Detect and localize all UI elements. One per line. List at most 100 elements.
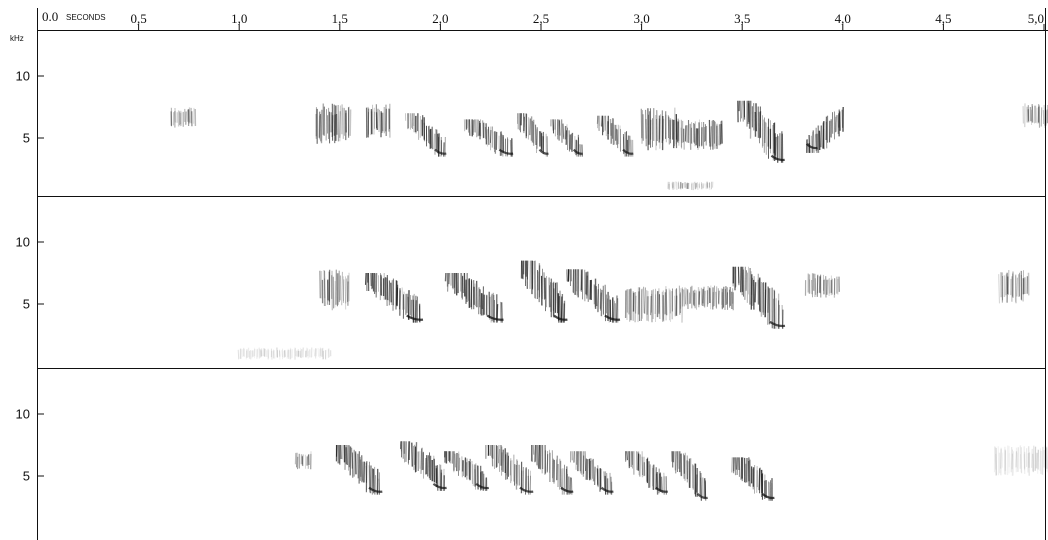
song-note [517, 113, 549, 157]
note-stroke [342, 276, 344, 302]
note-stroke [548, 285, 551, 308]
note-stroke [1015, 451, 1018, 468]
spectrogram-panel [237, 260, 1030, 360]
note-stroke [300, 349, 303, 359]
note-stroke [1041, 446, 1044, 475]
time-tick-label: 4,0 [835, 11, 851, 26]
note-tail [519, 486, 534, 493]
note-tail [432, 483, 447, 490]
song-note [294, 451, 312, 470]
note-tail [805, 143, 818, 150]
note-stroke [435, 129, 437, 151]
song-note [550, 119, 583, 157]
note-tail [696, 492, 708, 500]
note-stroke [328, 348, 330, 358]
song-note [804, 273, 840, 298]
note-stroke [733, 457, 735, 472]
note-stroke [754, 282, 757, 303]
note-tail [553, 314, 568, 321]
note-stroke [544, 277, 546, 312]
song-note [998, 269, 1030, 304]
time-tick-label: 5,0 [1028, 11, 1044, 26]
song-note [624, 285, 683, 323]
note-stroke [364, 272, 367, 285]
note-stroke [625, 451, 627, 461]
note-stroke [1031, 448, 1033, 468]
time-unit-label: SECONDS [66, 13, 106, 22]
time-tick-label: 0,5 [130, 11, 146, 26]
note-stroke [677, 451, 680, 469]
frequency-ticks: 10 5 10 5 10 5 [16, 69, 44, 484]
note-stroke [644, 287, 646, 314]
note-stroke [237, 349, 240, 360]
note-stroke [998, 274, 1000, 304]
note-stroke [600, 289, 603, 317]
note-tail [770, 154, 785, 162]
note-stroke [370, 111, 373, 136]
note-stroke [835, 116, 837, 133]
note-stroke [188, 108, 190, 124]
note-stroke [544, 450, 546, 475]
time-tick-label: 2,0 [432, 11, 448, 26]
note-stroke [671, 182, 673, 189]
note-stroke [486, 129, 488, 145]
note-tail [560, 486, 574, 493]
time-tick-label: 2,5 [533, 11, 549, 26]
note-stroke [616, 129, 619, 149]
song-note [463, 119, 514, 157]
note-stroke [822, 121, 825, 149]
song-note [732, 266, 786, 329]
song-note [667, 181, 714, 191]
note-stroke [490, 126, 492, 151]
note-tail [769, 320, 786, 328]
spectrogram-marks [170, 100, 1048, 501]
song-note [805, 106, 844, 153]
note-stroke [345, 278, 347, 304]
spectrogram-panel [170, 100, 1048, 191]
note-stroke [772, 124, 775, 161]
song-note [170, 107, 197, 128]
frequency-tick-label: 5 [23, 131, 30, 146]
frequency-unit-label: kHz [10, 34, 24, 43]
note-stroke [617, 124, 620, 145]
note-stroke [671, 183, 673, 190]
note-stroke [689, 123, 692, 150]
note-stroke [715, 291, 717, 308]
song-note [1022, 103, 1048, 129]
song-note [400, 441, 447, 491]
note-tail [498, 148, 514, 155]
note-stroke [650, 295, 652, 316]
note-stroke [369, 461, 371, 491]
song-note [444, 451, 489, 491]
song-note [237, 347, 332, 360]
note-stroke [506, 452, 509, 480]
note-stroke [812, 130, 815, 153]
note-tail [654, 486, 668, 493]
note-stroke [674, 295, 676, 317]
frequency-tick-label: 5 [23, 297, 30, 312]
note-stroke [367, 108, 370, 138]
note-stroke [593, 466, 596, 486]
note-stroke [561, 468, 564, 495]
note-stroke [302, 347, 305, 358]
song-note [671, 451, 708, 501]
note-tail [368, 486, 383, 493]
frequency-tick-label: 10 [16, 235, 30, 250]
note-stroke [431, 126, 434, 150]
note-stroke [696, 182, 699, 190]
note-stroke [759, 467, 761, 494]
song-note [570, 451, 614, 495]
frequency-tick-label: 5 [23, 469, 30, 484]
note-stroke [411, 442, 413, 467]
note-stroke [694, 181, 696, 190]
note-tail [761, 492, 775, 500]
song-note [405, 113, 447, 157]
song-note [520, 260, 568, 323]
song-note [444, 272, 504, 323]
note-tail [604, 314, 621, 321]
song-note [680, 285, 734, 311]
song-note [625, 451, 668, 495]
note-stroke [573, 451, 575, 463]
note-stroke [1016, 277, 1018, 297]
note-stroke [603, 115, 605, 133]
